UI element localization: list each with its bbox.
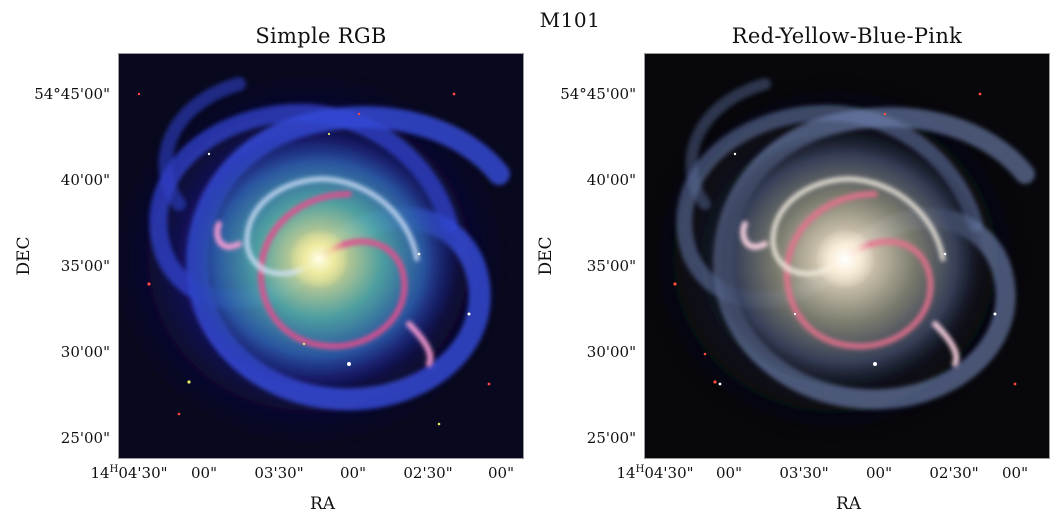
ytick-right-2: 40'00" <box>586 171 636 189</box>
xtick-right-1: 14H04'30" <box>610 464 700 482</box>
ytick-right-1: 54°45'00" <box>560 85 636 103</box>
xtick-right-6: 00" <box>1002 464 1028 482</box>
xtick-left-hours-unit: H <box>109 464 119 475</box>
ylabel-left: DEC <box>14 236 34 276</box>
xtick-right-3: 03'30" <box>779 464 829 482</box>
xtick-right-4: 00" <box>866 464 892 482</box>
ytick-right-3: 35'00" <box>586 257 636 275</box>
ytick-right-4: 30'00" <box>586 343 636 361</box>
xtick-right-1-label: 04'30" <box>644 464 694 482</box>
panel-title-left: Simple RGB <box>255 24 387 48</box>
galaxy-image-red-yellow-blue-pink <box>645 54 1049 458</box>
ytick-left-5: 25'00" <box>60 429 110 447</box>
xtick-left-hours: 14 <box>90 464 110 482</box>
xtick-left-4: 00" <box>340 464 366 482</box>
xtick-right-2: 00" <box>716 464 742 482</box>
xtick-left-5: 02'30" <box>403 464 453 482</box>
xtick-left-6: 00" <box>488 464 514 482</box>
panel-title-right: Red-Yellow-Blue-Pink <box>731 24 963 48</box>
xtick-left-2: 00" <box>191 464 217 482</box>
ytick-left-3: 35'00" <box>60 257 110 275</box>
xtick-right-hours: 14 <box>616 464 636 482</box>
xtick-left-1: 14H04'30" <box>84 464 174 482</box>
xtick-left-3: 03'30" <box>254 464 304 482</box>
xtick-right-5: 02'30" <box>929 464 979 482</box>
ytick-left-2: 40'00" <box>60 171 110 189</box>
xlabel-left: RA <box>310 494 336 514</box>
ytick-left-1: 54°45'00" <box>34 85 110 103</box>
xtick-left-1-label: 04'30" <box>118 464 168 482</box>
figure-title: M101 <box>539 8 601 32</box>
xtick-right-hours-unit: H <box>635 464 645 475</box>
ytick-right-5: 25'00" <box>586 429 636 447</box>
ylabel-right: DEC <box>536 236 556 276</box>
ytick-left-4: 30'00" <box>60 343 110 361</box>
galaxy-image-simple-rgb <box>119 54 523 458</box>
xlabel-right: RA <box>836 494 862 514</box>
